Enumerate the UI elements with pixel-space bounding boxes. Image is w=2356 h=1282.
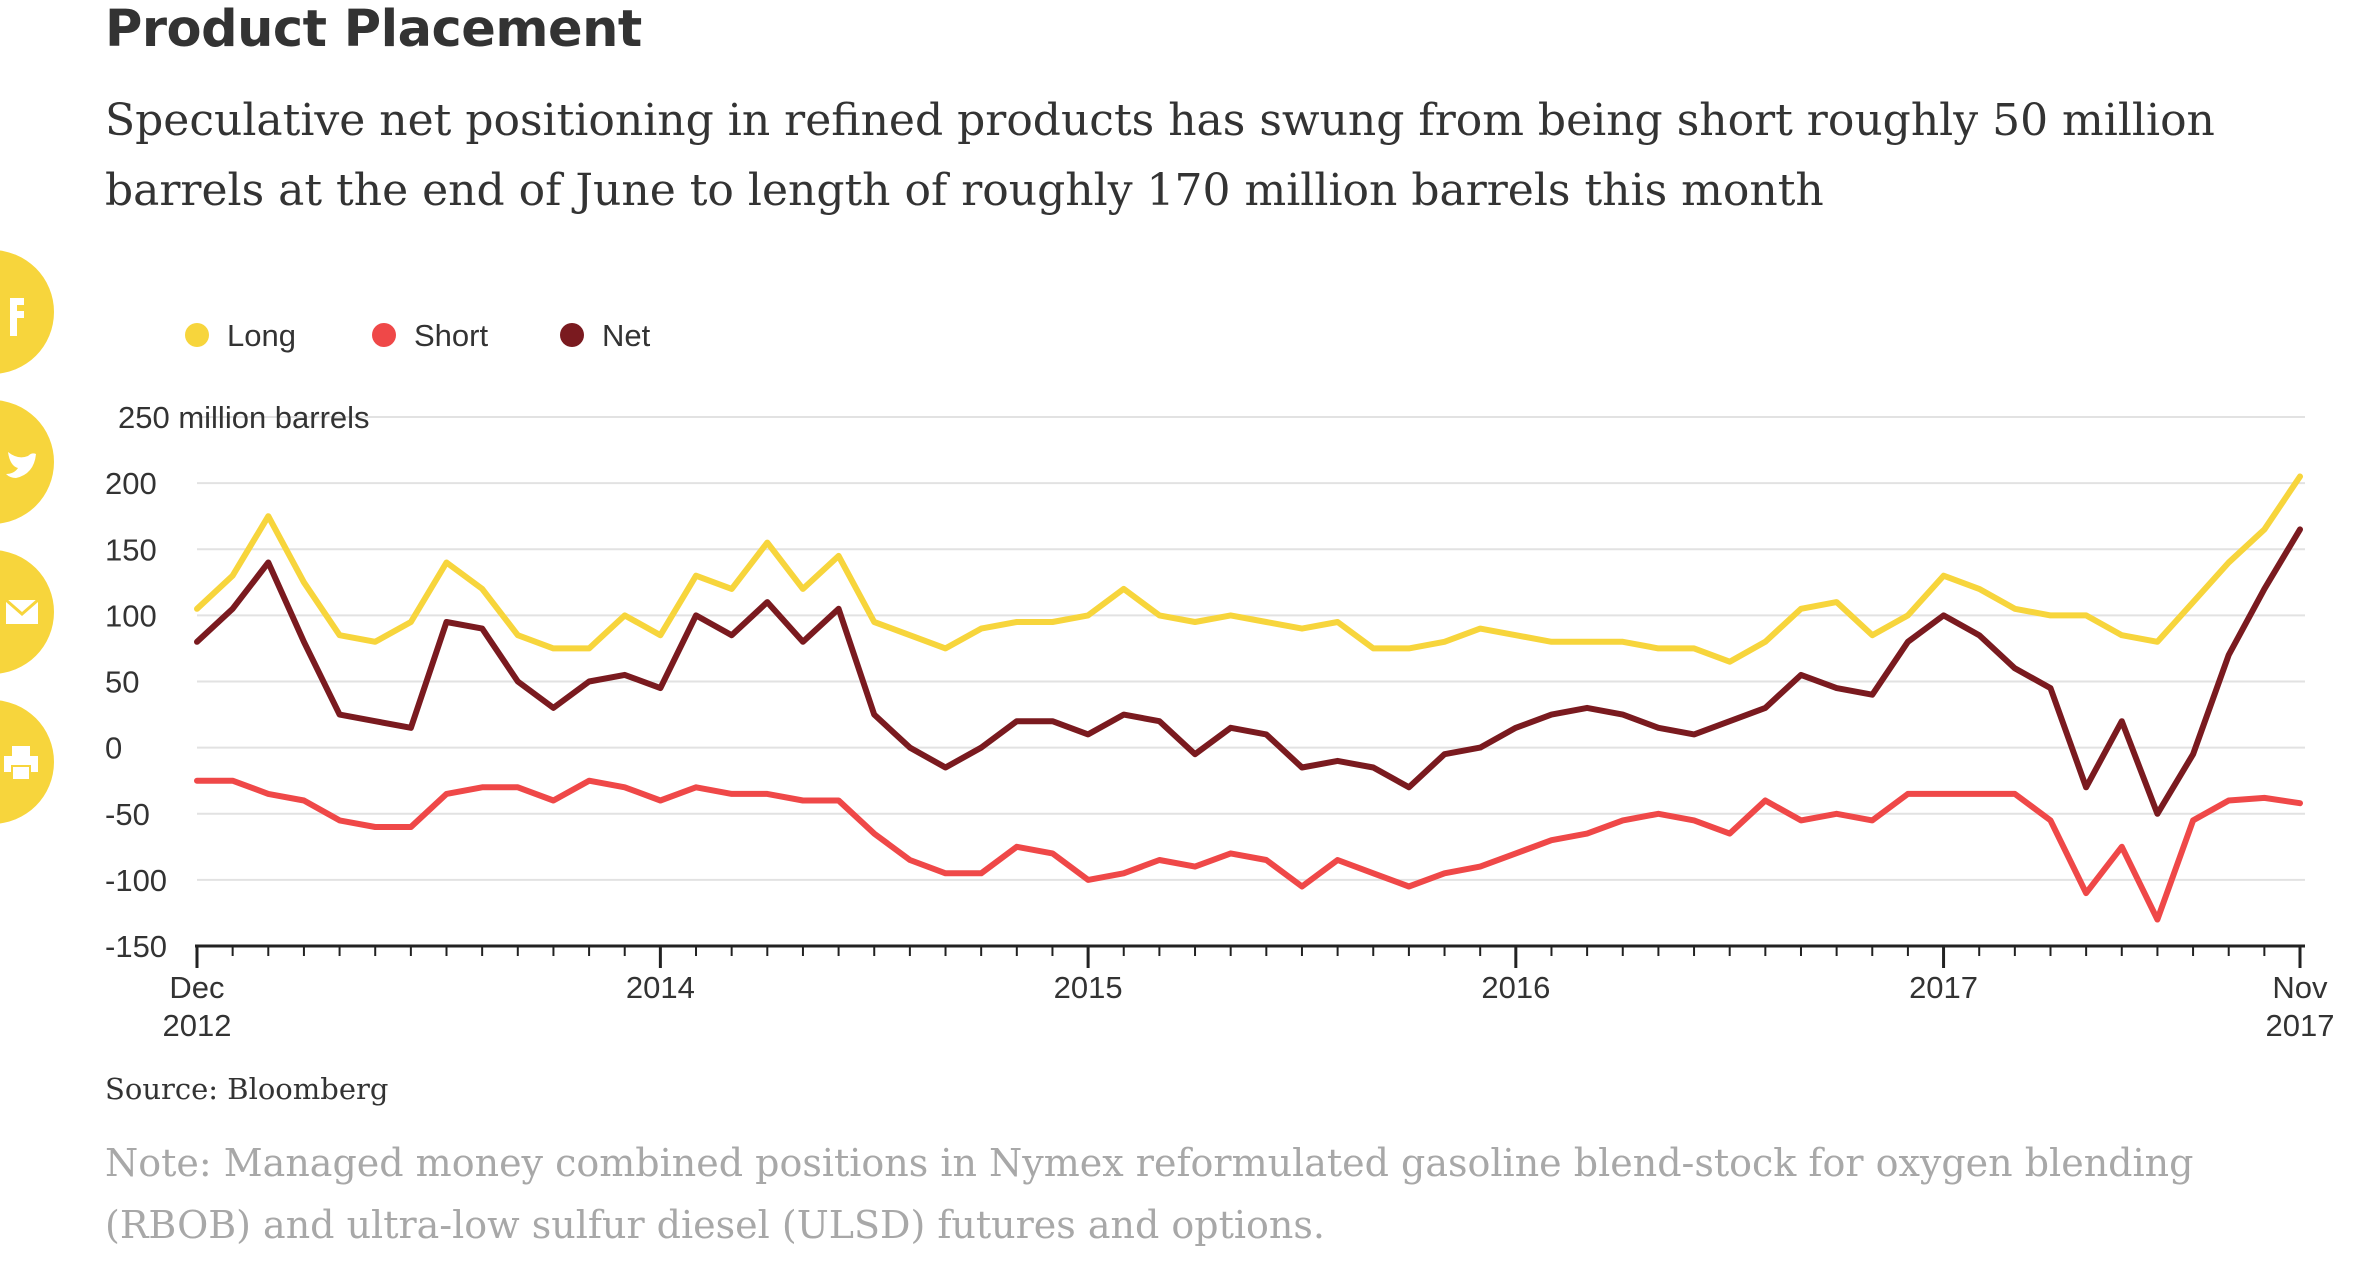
- series-line-short: [194, 777, 2303, 923]
- legend-item-net[interactable]: Net: [560, 318, 650, 354]
- x-tick-label: Nov: [2272, 970, 2328, 1005]
- y-tick-label: 50: [105, 665, 139, 700]
- y-tick-label: -150: [105, 929, 167, 964]
- facebook-share-button[interactable]: [0, 250, 54, 374]
- chart-plot: 250 million barrels 200 150 100 50 0 -50 -100 -1…: [105, 400, 2335, 1043]
- series-line-long: [194, 473, 2303, 665]
- series-line-net: [194, 526, 2303, 817]
- x-tick-label: 2016: [1481, 970, 1550, 1005]
- chart-source: Source: Bloomberg: [105, 1072, 389, 1106]
- y-tick-label: 150: [105, 532, 157, 567]
- legend-label-short: Short: [414, 318, 489, 353]
- chart-note: Note: Managed money combined positions i…: [105, 1141, 2194, 1247]
- print-icon: [4, 738, 38, 786]
- page-title: Product Placement: [105, 0, 642, 59]
- legend-label-long: Long: [227, 318, 296, 353]
- page-subtitle: Speculative net positioning in refined p…: [105, 95, 2215, 216]
- x-tick-label: 2017: [1909, 970, 1978, 1005]
- legend-swatch-short: [372, 322, 396, 347]
- x-tick-label: 2014: [626, 970, 695, 1005]
- legend-item-short[interactable]: Short: [372, 318, 488, 354]
- twitter-icon: [4, 438, 36, 486]
- y-tick-label: 100: [105, 598, 157, 633]
- x-tick-label: 2015: [1054, 970, 1123, 1005]
- y-tick-label: 200: [105, 466, 157, 501]
- y-tick-label: -50: [105, 797, 150, 832]
- legend-swatch-long: [185, 322, 209, 347]
- facebook-icon: [4, 288, 34, 336]
- legend-item-long[interactable]: Long: [185, 318, 296, 354]
- y-tick-label: 0: [105, 731, 122, 766]
- legend-swatch-net: [560, 322, 584, 347]
- x-tick-label: 2012: [163, 1008, 232, 1043]
- legend-label-net: Net: [602, 318, 651, 353]
- x-tick-label: 2017: [2266, 1008, 2335, 1043]
- y-tick-label: -100: [105, 863, 167, 898]
- x-tick-label: Dec: [169, 970, 224, 1005]
- email-icon: [4, 588, 39, 636]
- y-tick-label: 250 million barrels: [118, 400, 370, 435]
